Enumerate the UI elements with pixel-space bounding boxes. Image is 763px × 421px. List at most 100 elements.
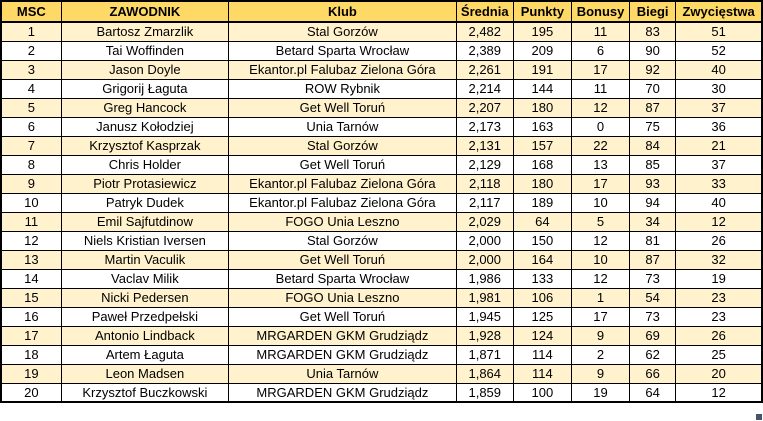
cell-punkty[interactable]: 144 [512, 78, 572, 99]
cell-zwyciestwa[interactable]: 51 [675, 21, 763, 42]
header-cell-zawodnik[interactable]: ZAWODNIK [60, 0, 230, 23]
cell-punkty[interactable]: 195 [512, 21, 572, 42]
cell-msc[interactable]: 18 [0, 344, 62, 365]
cell-srednia[interactable]: 2,129 [455, 154, 514, 175]
cell-punkty[interactable]: 64 [512, 211, 572, 232]
cell-srednia[interactable]: 2,173 [455, 116, 514, 137]
cell-klub[interactable]: Get Well Toruń [228, 97, 457, 118]
header-cell-zwyciestwa[interactable]: Zwycięstwa [675, 0, 763, 23]
cell-punkty[interactable]: 191 [512, 59, 572, 80]
cell-klub[interactable]: Ekantor.pl Falubaz Zielona Góra [228, 59, 457, 80]
cell-srednia[interactable]: 2,389 [455, 40, 514, 61]
cell-zwyciestwa[interactable]: 52 [675, 40, 763, 61]
cell-biegi[interactable]: 84 [629, 135, 677, 156]
cell-zawodnik[interactable]: Niels Kristian Iversen [60, 230, 230, 251]
cell-klub[interactable]: ROW Rybnik [228, 78, 457, 99]
cell-zawodnik[interactable]: Tai Woffinden [60, 40, 230, 61]
cell-biegi[interactable]: 85 [629, 154, 677, 175]
cell-srednia[interactable]: 2,131 [455, 135, 514, 156]
cell-msc[interactable]: 11 [0, 211, 62, 232]
cell-msc[interactable]: 15 [0, 287, 62, 308]
cell-srednia[interactable]: 1,864 [455, 363, 514, 384]
cell-bonusy[interactable]: 9 [570, 363, 631, 384]
cell-klub[interactable]: FOGO Unia Leszno [228, 211, 457, 232]
fill-handle[interactable] [756, 414, 762, 420]
cell-klub[interactable]: Betard Sparta Wrocław [228, 268, 457, 289]
cell-msc[interactable]: 2 [0, 40, 62, 61]
cell-bonusy[interactable]: 10 [570, 249, 631, 270]
cell-zawodnik[interactable]: Vaclav Milik [60, 268, 230, 289]
cell-srednia[interactable]: 1,981 [455, 287, 514, 308]
cell-zawodnik[interactable]: Patryk Dudek [60, 192, 230, 213]
cell-punkty[interactable]: 150 [512, 230, 572, 251]
cell-biegi[interactable]: 54 [629, 287, 677, 308]
cell-zwyciestwa[interactable]: 26 [675, 230, 763, 251]
cell-zwyciestwa[interactable]: 21 [675, 135, 763, 156]
cell-msc[interactable]: 1 [0, 21, 62, 42]
cell-biegi[interactable]: 92 [629, 59, 677, 80]
cell-punkty[interactable]: 180 [512, 97, 572, 118]
cell-zawodnik[interactable]: Grigorij Łaguta [60, 78, 230, 99]
cell-biegi[interactable]: 81 [629, 230, 677, 251]
cell-srednia[interactable]: 1,859 [455, 382, 514, 403]
cell-srednia[interactable]: 1,986 [455, 268, 514, 289]
cell-klub[interactable]: Get Well Toruń [228, 154, 457, 175]
cell-msc[interactable]: 12 [0, 230, 62, 251]
cell-zawodnik[interactable]: Janusz Kołodziej [60, 116, 230, 137]
cell-punkty[interactable]: 180 [512, 173, 572, 194]
header-cell-klub[interactable]: Klub [228, 0, 457, 23]
cell-zwyciestwa[interactable]: 26 [675, 325, 763, 346]
cell-biegi[interactable]: 75 [629, 116, 677, 137]
cell-msc[interactable]: 17 [0, 325, 62, 346]
cell-zawodnik[interactable]: Chris Holder [60, 154, 230, 175]
cell-biegi[interactable]: 87 [629, 249, 677, 270]
cell-msc[interactable]: 5 [0, 97, 62, 118]
cell-zwyciestwa[interactable]: 20 [675, 363, 763, 384]
cell-msc[interactable]: 6 [0, 116, 62, 137]
cell-zawodnik[interactable]: Jason Doyle [60, 59, 230, 80]
cell-srednia[interactable]: 2,207 [455, 97, 514, 118]
cell-biegi[interactable]: 70 [629, 78, 677, 99]
cell-klub[interactable]: Betard Sparta Wrocław [228, 40, 457, 61]
cell-punkty[interactable]: 100 [512, 382, 572, 403]
cell-punkty[interactable]: 106 [512, 287, 572, 308]
cell-zwyciestwa[interactable]: 36 [675, 116, 763, 137]
cell-klub[interactable]: FOGO Unia Leszno [228, 287, 457, 308]
cell-zawodnik[interactable]: Greg Hancock [60, 97, 230, 118]
cell-msc[interactable]: 14 [0, 268, 62, 289]
cell-klub[interactable]: Unia Tarnów [228, 363, 457, 384]
cell-punkty[interactable]: 133 [512, 268, 572, 289]
cell-punkty[interactable]: 164 [512, 249, 572, 270]
cell-punkty[interactable]: 124 [512, 325, 572, 346]
cell-biegi[interactable]: 87 [629, 97, 677, 118]
cell-klub[interactable]: Stal Gorzów [228, 230, 457, 251]
cell-zawodnik[interactable]: Emil Sajfutdinow [60, 211, 230, 232]
cell-srednia[interactable]: 2,118 [455, 173, 514, 194]
cell-srednia[interactable]: 2,029 [455, 211, 514, 232]
cell-punkty[interactable]: 209 [512, 40, 572, 61]
cell-bonusy[interactable]: 17 [570, 306, 631, 327]
cell-biegi[interactable]: 64 [629, 382, 677, 403]
cell-msc[interactable]: 19 [0, 363, 62, 384]
cell-srednia[interactable]: 2,000 [455, 230, 514, 251]
header-cell-srednia[interactable]: Średnia [455, 0, 514, 23]
cell-punkty[interactable]: 163 [512, 116, 572, 137]
cell-bonusy[interactable]: 13 [570, 154, 631, 175]
cell-bonusy[interactable]: 17 [570, 173, 631, 194]
cell-punkty[interactable]: 189 [512, 192, 572, 213]
cell-srednia[interactable]: 2,000 [455, 249, 514, 270]
cell-bonusy[interactable]: 11 [570, 78, 631, 99]
cell-msc[interactable]: 3 [0, 59, 62, 80]
cell-biegi[interactable]: 62 [629, 344, 677, 365]
header-cell-punkty[interactable]: Punkty [512, 0, 572, 23]
cell-msc[interactable]: 16 [0, 306, 62, 327]
cell-punkty[interactable]: 114 [512, 344, 572, 365]
cell-klub[interactable]: MRGARDEN GKM Grudziądz [228, 382, 457, 403]
cell-bonusy[interactable]: 10 [570, 192, 631, 213]
cell-msc[interactable]: 9 [0, 173, 62, 194]
cell-bonusy[interactable]: 5 [570, 211, 631, 232]
cell-msc[interactable]: 7 [0, 135, 62, 156]
header-cell-msc[interactable]: MSC [0, 0, 62, 23]
cell-zawodnik[interactable]: Piotr Protasiewicz [60, 173, 230, 194]
cell-zwyciestwa[interactable]: 33 [675, 173, 763, 194]
